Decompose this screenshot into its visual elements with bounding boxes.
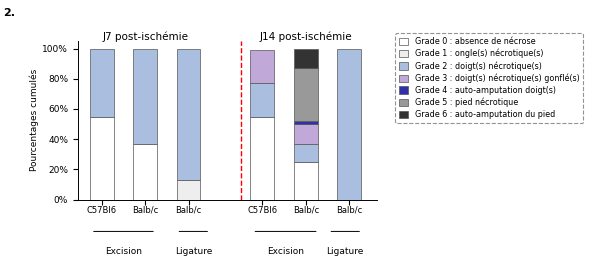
Text: Ligature: Ligature	[326, 247, 364, 256]
Text: J14 post-ischémie: J14 post-ischémie	[259, 32, 352, 42]
Bar	[90, 116, 114, 200]
Text: 2.: 2.	[3, 8, 15, 18]
Text: Excision: Excision	[105, 247, 142, 256]
Bar	[294, 162, 317, 200]
Bar	[133, 144, 157, 200]
Bar	[250, 116, 274, 200]
Text: Excision: Excision	[267, 247, 304, 256]
Bar	[133, 49, 157, 144]
Bar	[250, 83, 274, 116]
Bar	[250, 50, 274, 83]
Bar	[90, 49, 114, 116]
Bar	[177, 180, 201, 200]
Text: J7 post-ischémie: J7 post-ischémie	[102, 32, 188, 42]
Bar	[294, 49, 317, 68]
Bar	[294, 144, 317, 162]
Bar	[294, 121, 317, 124]
Bar	[177, 49, 201, 180]
Legend: Grade 0 : absence de nécrose, Grade 1 : ongle(s) nécrotique(s), Grade 2 : doigt(: Grade 0 : absence de nécrose, Grade 1 : …	[395, 33, 583, 123]
Y-axis label: Pourcentages cumulés: Pourcentages cumulés	[30, 69, 40, 172]
Bar	[294, 68, 317, 121]
Text: Ligature: Ligature	[175, 247, 212, 256]
Bar	[294, 124, 317, 144]
Bar	[337, 49, 361, 200]
